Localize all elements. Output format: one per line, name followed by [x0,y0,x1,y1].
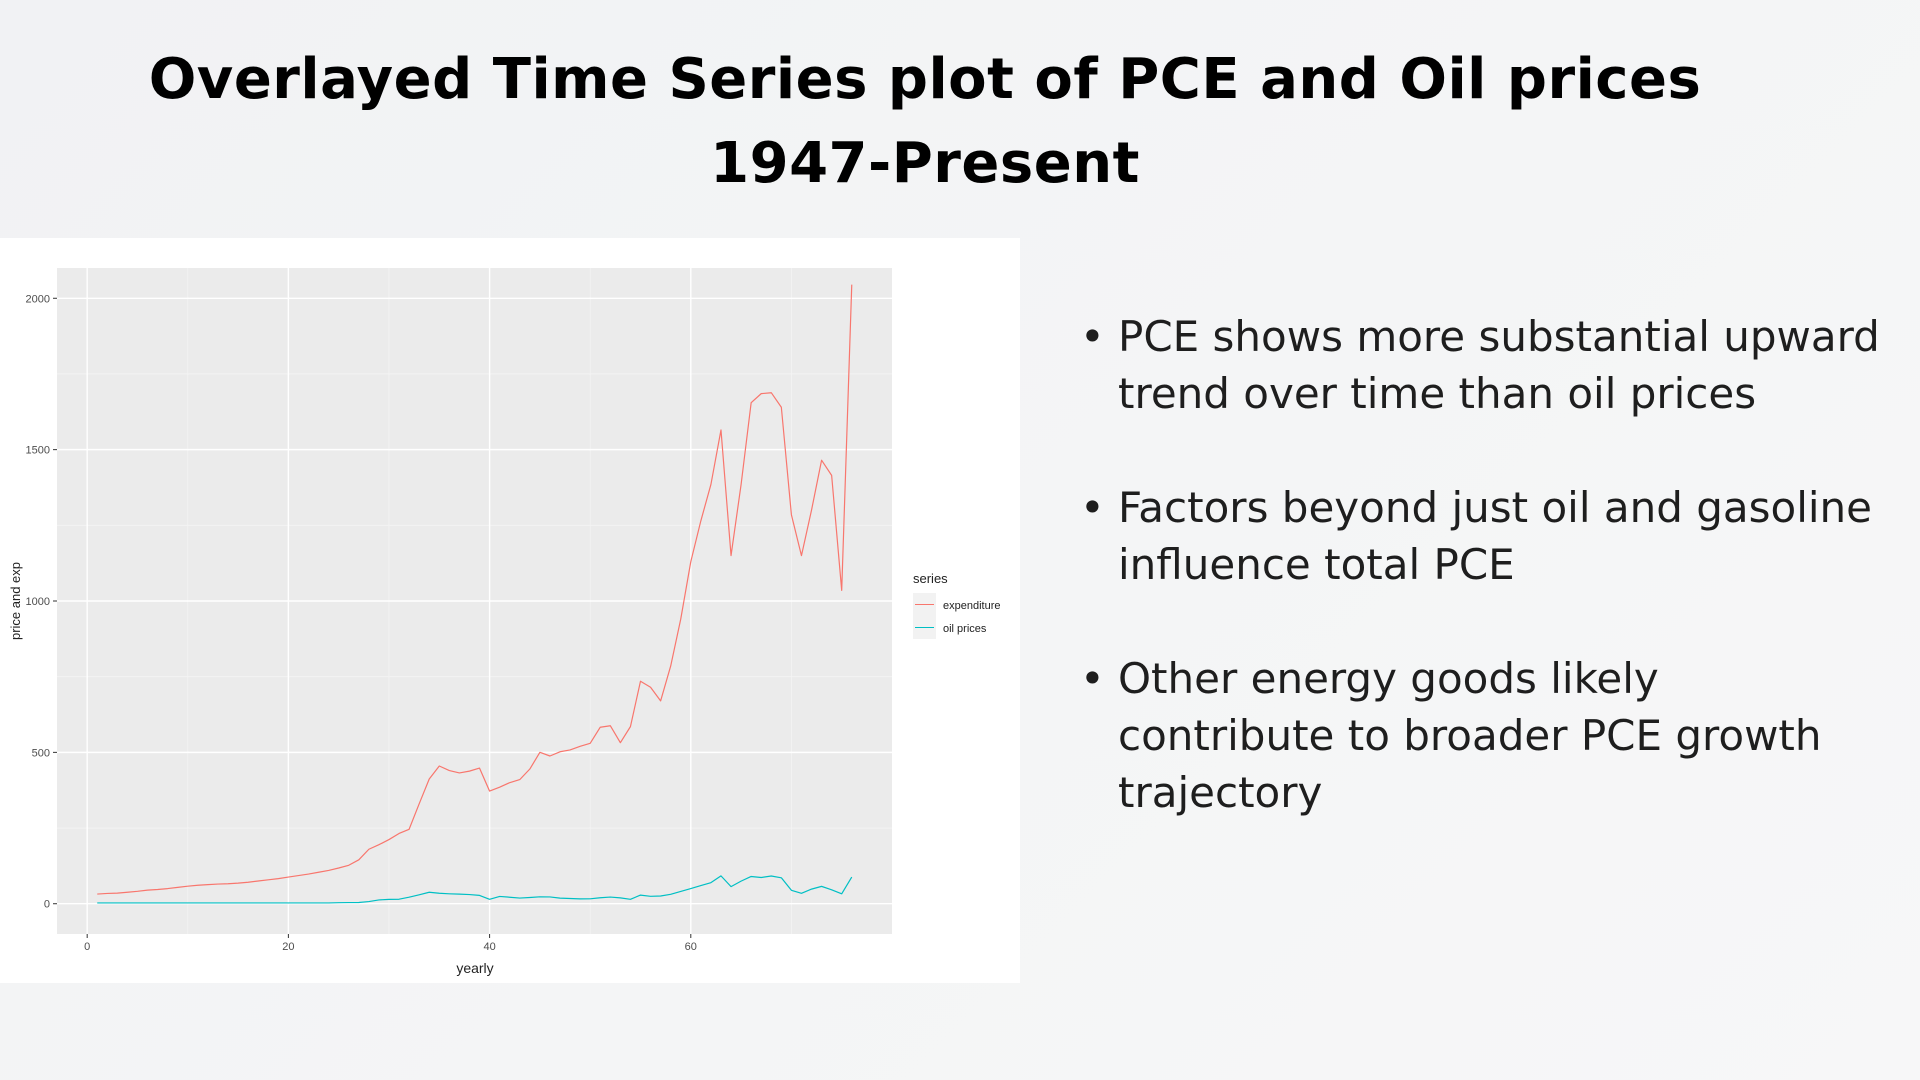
legend-label-expenditure: expenditure [943,600,1001,612]
x-tick-label: 20 [282,941,294,953]
y-tick-label: 1000 [26,596,50,608]
y-tick-label: 0 [44,899,50,911]
ticks-layer: 0 20 40 60 0 500 1000 1500 2000 [26,293,697,953]
slide-title-line-2: 1947-Present [710,131,1140,196]
x-tick-label: 40 [483,941,495,953]
bullet-text: PCE shows more substantial upward trend … [1118,312,1880,418]
bullet-item: • PCE shows more substantial upward tren… [1080,308,1880,422]
bullet-dot-icon: • [1080,483,1105,532]
legend: series expenditure oil prices [913,571,1001,639]
grid-major [57,268,892,934]
x-tick-label: 0 [84,941,90,953]
bullet-list: • PCE shows more substantial upward tren… [1080,308,1880,878]
x-tick-label: 60 [685,941,697,953]
series-layer [97,284,853,904]
series-line-oil-prices [97,875,853,904]
bullet-text: Other energy goods likely contribute to … [1118,654,1822,817]
legend-label-oil-prices: oil prices [943,623,987,635]
y-tick-label: 1500 [26,445,50,457]
y-tick-label: 500 [32,747,50,759]
bullet-dot-icon: • [1080,312,1105,361]
bullet-item: • Factors beyond just oil and gasoline i… [1080,479,1880,593]
slide-title-line-1: Overlayed Time Series plot of PCE and Oi… [148,47,1702,112]
chart-panel: 0 20 40 60 0 500 1000 1500 2000 yearly price and… [0,238,1020,983]
legend-title: series [913,571,948,586]
bullet-text: Factors beyond just oil and gasoline inf… [1118,483,1872,589]
bullet-dot-icon: • [1080,654,1105,703]
bullet-item: • Other energy goods likely contribute t… [1080,650,1880,821]
slide-title: Overlayed Time Series plot of PCE and Oi… [0,38,1850,206]
y-tick-label: 2000 [26,293,50,305]
line-chart: 0 20 40 60 0 500 1000 1500 2000 yearly price and… [8,268,1001,976]
x-axis-label: yearly [456,960,493,976]
series-line-expenditure [97,284,853,895]
y-axis-label: price and exp [8,562,23,640]
